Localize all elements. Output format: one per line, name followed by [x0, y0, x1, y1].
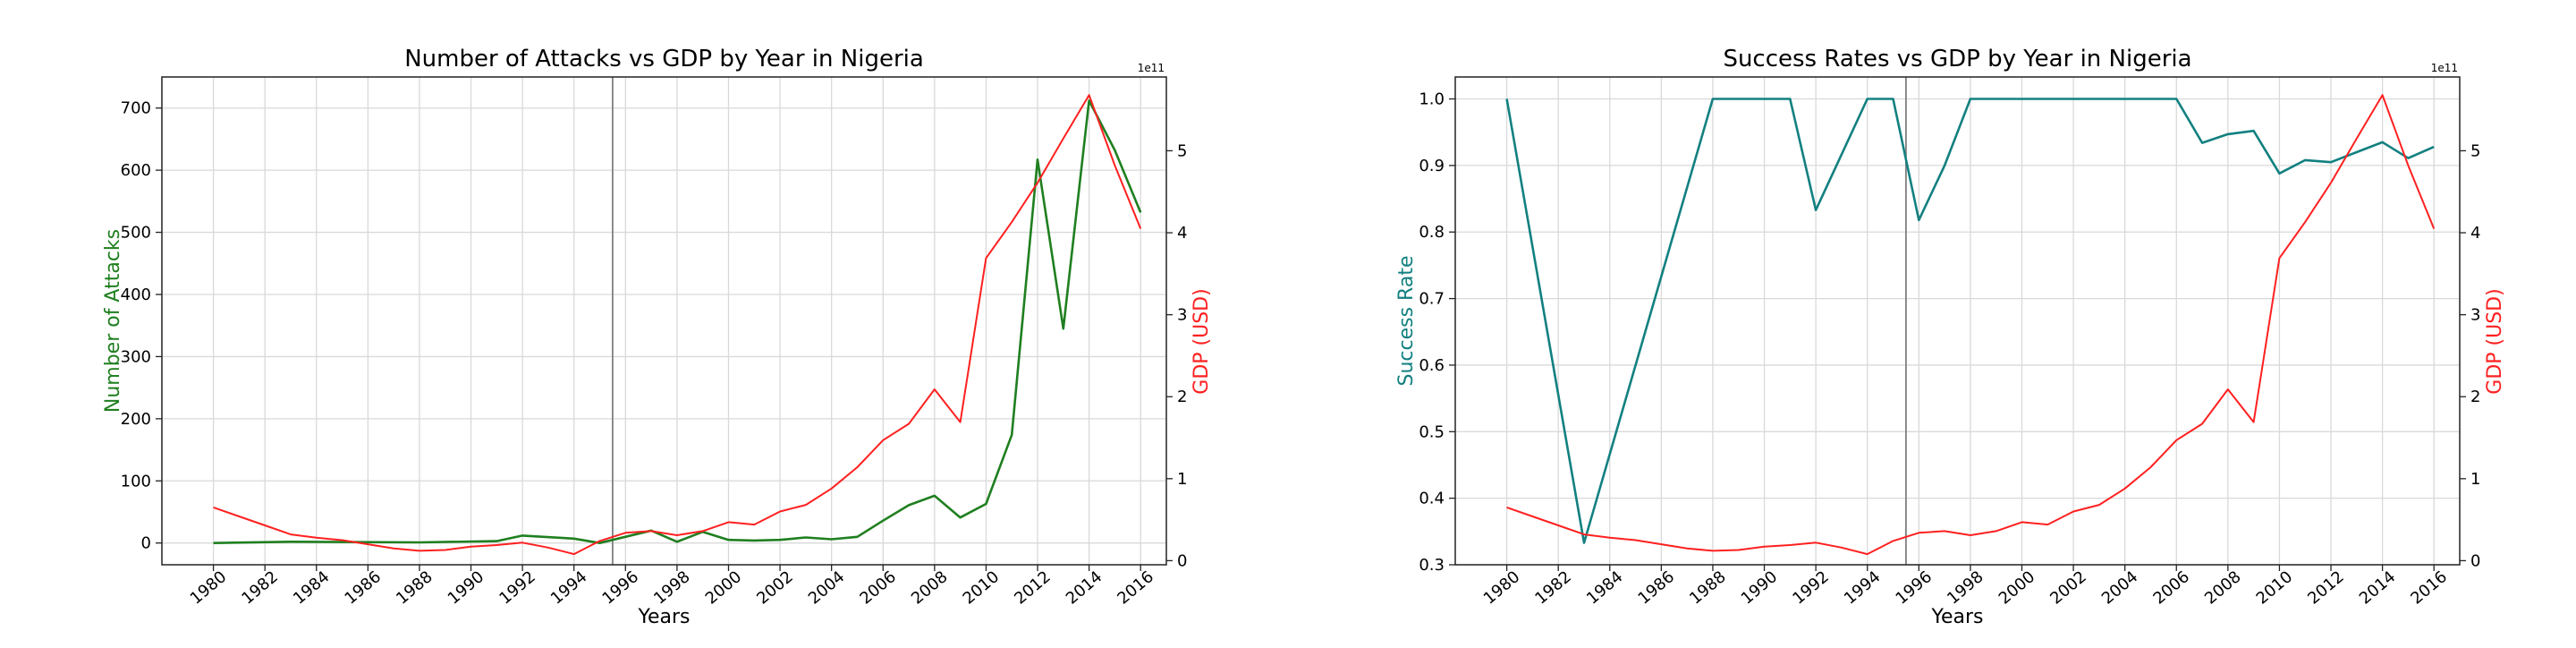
x-tick-label: 2014	[1063, 567, 1106, 609]
chart-title: Number of Attacks vs GDP by Year in Nige…	[404, 46, 924, 72]
y-tick-label: 0.4	[1419, 490, 1445, 508]
x-tick-label: 1986	[1635, 567, 1679, 609]
y-axis-label: Success Rate	[1395, 256, 1418, 387]
y-tick-label: 0.7	[1419, 290, 1445, 309]
x-tick-label: 2012	[2304, 567, 2348, 609]
chart-panel-2: 1980 1982 1984 1986 1988 1990 1992 1994 1996 1998…	[1395, 46, 2506, 628]
y-tick-label: 400	[121, 286, 151, 304]
y-tick-label: 1.0	[1419, 90, 1445, 109]
y2-tick-label: 4	[1177, 224, 1187, 243]
y2-tick-label: 5	[2470, 141, 2480, 160]
x-tick-label: 1998	[1944, 567, 1987, 609]
y-tick-label: 200	[121, 410, 151, 429]
x-tick-label: 1994	[547, 567, 591, 609]
x-tick-label: 2002	[2046, 567, 2090, 609]
x-tick-label: 2016	[1114, 567, 1157, 609]
y-tick-label: 0.3	[1419, 556, 1445, 575]
x-tick-label: 1982	[1531, 567, 1575, 609]
y-axis-label: Number of Attacks	[102, 229, 124, 413]
y2-tick-label: 1	[1177, 470, 1187, 489]
x-tick-label: 1980	[1480, 567, 1524, 609]
x-tick-label: 2004	[805, 567, 849, 609]
y2-tick-label: 2	[1177, 388, 1187, 406]
y-tick-label: 0.6	[1419, 356, 1445, 375]
x-tick-label: 2004	[2098, 567, 2142, 609]
y2-tick-label: 0	[2470, 551, 2480, 570]
y-tick-label: 300	[121, 347, 151, 366]
x-tick-label: 1996	[598, 567, 642, 609]
y-tick-label: 600	[121, 161, 151, 180]
y2-offset-label: 1e11	[1138, 62, 1165, 74]
primary-series-line	[1505, 98, 2435, 544]
plot-frame	[161, 76, 1167, 566]
x-tick-label: 2016	[2407, 567, 2451, 609]
x-tick-label: 2008	[908, 567, 952, 609]
chart-title: Success Rates vs GDP by Year in Nigeria	[1723, 46, 2191, 72]
gdp-series-line	[213, 94, 1142, 556]
y-tick-label: 0.5	[1419, 422, 1445, 441]
x-tick-label: 1992	[1789, 567, 1833, 609]
y2-tick-label: 5	[1177, 141, 1187, 160]
y2-tick-label: 4	[2470, 224, 2480, 243]
y-tick-label: 500	[121, 224, 151, 243]
y2-axis-label: GDP (USD)	[2484, 288, 2506, 394]
y2-tick-label: 3	[1177, 306, 1187, 325]
x-tick-label: 1988	[393, 567, 436, 609]
x-tick-label: 2002	[753, 567, 797, 609]
x-tick-label: 1990	[1738, 567, 1782, 609]
x-tick-label: 1984	[290, 567, 334, 609]
x-tick-label: 1998	[650, 567, 694, 609]
chart-panel-1: 1980 1982 1984 1986 1988 1990 1992 1994 1996 1998…	[102, 46, 1213, 628]
x-tick-label: 2014	[2356, 567, 2400, 609]
x-tick-label: 2006	[856, 567, 900, 609]
x-tick-label: 2010	[2253, 567, 2297, 609]
y2-offset-label: 1e11	[2431, 62, 2458, 74]
y2-tick-label: 0	[1177, 551, 1187, 570]
y-tick-label: 100	[121, 472, 151, 490]
x-tick-label: 1986	[342, 567, 386, 609]
x-tick-label: 1982	[238, 567, 282, 609]
x-tick-label: 1996	[1892, 567, 1936, 609]
y-tick-label: 0	[141, 534, 151, 553]
y-tick-label: 0.9	[1419, 157, 1445, 175]
x-tick-label: 2000	[702, 567, 746, 609]
x-tick-label: 1980	[187, 567, 231, 609]
y2-tick-label: 1	[2470, 470, 2480, 489]
x-tick-label: 1992	[496, 567, 539, 609]
y2-axis-label: GDP (USD)	[1191, 288, 1213, 394]
y-tick-label: 700	[121, 99, 151, 118]
x-tick-label: 2006	[2149, 567, 2193, 609]
x-tick-label: 2010	[960, 567, 1004, 609]
y-tick-label: 0.8	[1419, 223, 1445, 242]
x-tick-label: 2008	[2201, 567, 2245, 609]
x-tick-label: 1988	[1686, 567, 1730, 609]
primary-series-line	[213, 99, 1142, 545]
x-axis-label: Years	[637, 606, 690, 628]
plot-frame	[1454, 76, 2461, 566]
x-axis-label: Years	[1930, 606, 1983, 628]
gdp-series-line	[1506, 94, 2436, 556]
x-tick-label: 1994	[1841, 567, 1885, 609]
y2-tick-label: 3	[2470, 306, 2480, 325]
x-tick-label: 2012	[1011, 567, 1055, 609]
y2-tick-label: 2	[2470, 388, 2480, 406]
x-tick-label: 2000	[1996, 567, 2039, 609]
x-tick-label: 1990	[445, 567, 488, 609]
x-tick-label: 1984	[1583, 567, 1627, 609]
